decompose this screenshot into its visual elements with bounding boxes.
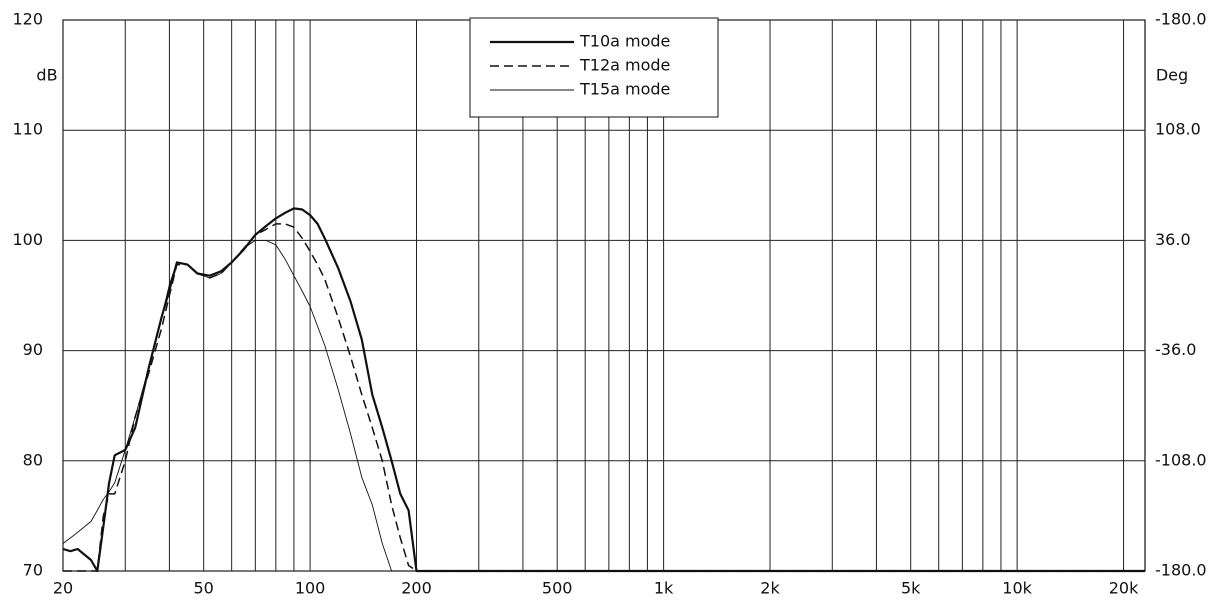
- x-tick-label: 2k: [760, 579, 780, 598]
- x-tick-label: 100: [295, 579, 326, 598]
- x-tick-label: 20: [53, 579, 73, 598]
- y2-axis-label: Deg: [1156, 66, 1188, 85]
- y-tick-label: 120: [12, 10, 43, 29]
- y-axis-label: dB: [36, 66, 57, 85]
- y2-tick-label: -180.0: [1155, 561, 1207, 580]
- legend: T10a mode T12a mode T15a mode: [469, 17, 719, 118]
- x-tick-label: 20k: [1109, 579, 1139, 598]
- y-tick-label: 100: [12, 230, 43, 249]
- y2-tick-label: 36.0: [1155, 230, 1191, 249]
- x-tick-label: 500: [542, 579, 573, 598]
- y-tick-label: 110: [12, 120, 43, 139]
- y2-tick-label: -180.0: [1155, 10, 1207, 29]
- series-line: [63, 223, 1145, 572]
- y2-tick-label: 108.0: [1155, 120, 1201, 139]
- x-tick-label: 10k: [1002, 579, 1032, 598]
- x-tick-label: 1k: [654, 579, 674, 598]
- legend-label: T15a mode: [579, 80, 670, 99]
- legend-label: T12a mode: [579, 56, 670, 75]
- legend-label: T10a mode: [579, 32, 670, 51]
- legend-box: [469, 17, 719, 118]
- x-tick-label: 50: [193, 579, 213, 598]
- y-tick-label: 70: [23, 561, 43, 580]
- y2-tick-label: -36.0: [1155, 340, 1196, 359]
- y-tick-label: 90: [23, 340, 43, 359]
- y-tick-label: 80: [23, 450, 43, 469]
- x-tick-label: 200: [401, 579, 432, 598]
- series-line: [62, 239, 1145, 572]
- y2-tick-label: -108.0: [1155, 450, 1207, 469]
- x-tick-label: 5k: [901, 579, 921, 598]
